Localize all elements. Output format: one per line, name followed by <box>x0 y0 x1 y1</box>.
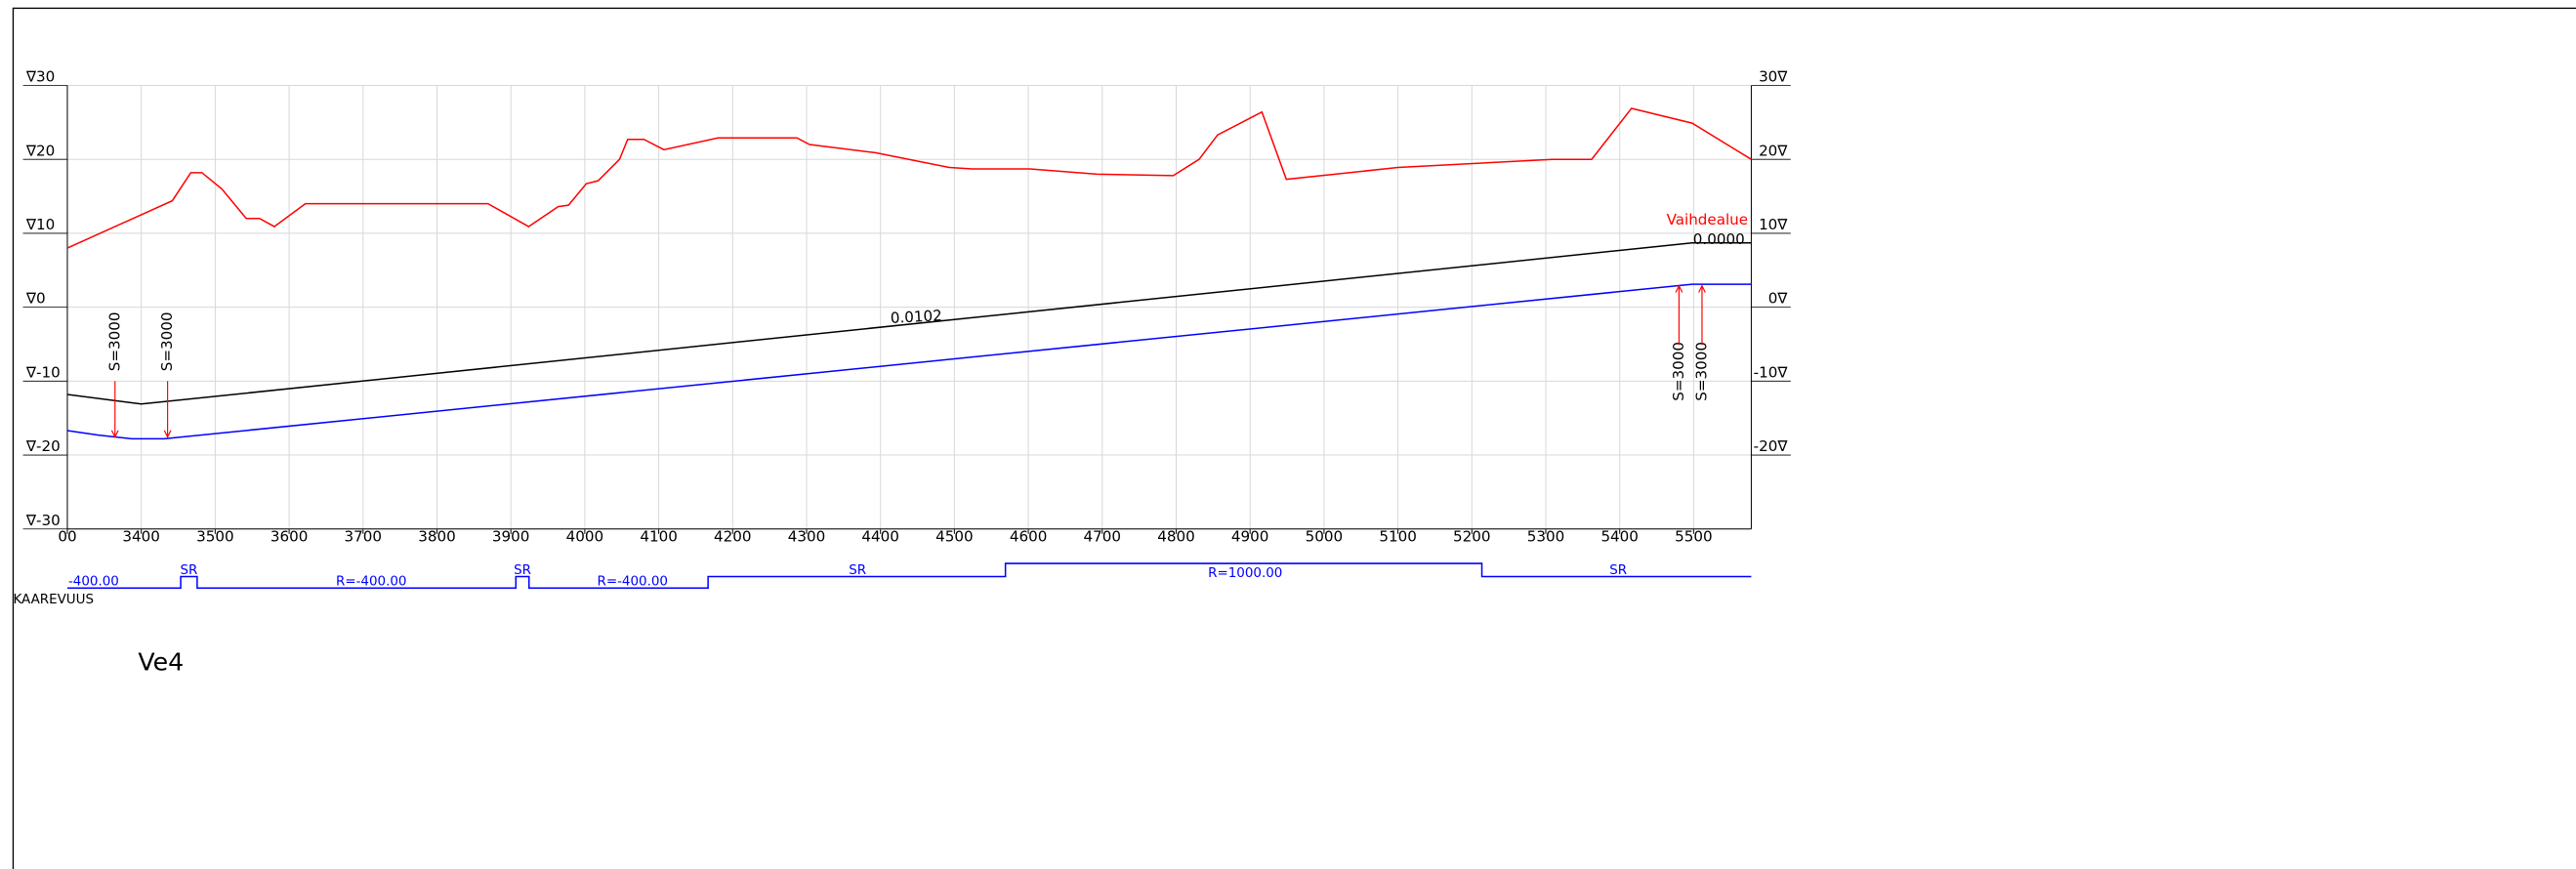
profile-line <box>66 283 1752 440</box>
curvature-text: R=1000.00 <box>1208 566 1282 581</box>
frame <box>12 7 2576 869</box>
curvature-text: R=-400.00 <box>336 575 406 590</box>
x-tick-label: 4900 <box>1231 528 1268 546</box>
x-tick-label: 4300 <box>788 528 826 546</box>
x-tick-label: 3700 <box>345 528 383 546</box>
x-tick-label: 3500 <box>196 528 234 546</box>
x-tick-label: 5200 <box>1453 528 1490 546</box>
y2-tick-label: 30∇ <box>1759 68 1788 86</box>
x-tick-label: 5100 <box>1379 528 1417 546</box>
y2-tick-label: 20∇ <box>1759 142 1788 159</box>
y-tick-label: ∇10 <box>25 216 55 233</box>
curve-label: S=3000 <box>105 311 123 371</box>
x-tick-label: 00 <box>58 528 76 546</box>
x-tick-label: 4000 <box>566 528 604 546</box>
x-tick-label: 5500 <box>1675 528 1713 546</box>
curvature-text: SR <box>1609 563 1627 578</box>
arrow-head <box>163 430 172 438</box>
curvature-text: R=-400.00 <box>597 575 667 590</box>
y-tick-label: ∇0 <box>25 290 46 308</box>
y2-tick-label: -10∇ <box>1754 363 1789 381</box>
x-tick-label: 3800 <box>418 528 455 546</box>
x-tick-label: 4800 <box>1157 528 1195 546</box>
x-tick-label: 4700 <box>1084 528 1121 546</box>
curvature-band <box>66 562 1752 590</box>
y2-tick-label: -20∇ <box>1754 437 1789 455</box>
curvature-text: SR <box>181 563 198 578</box>
grade-label: 0.0102 <box>890 307 942 327</box>
y-tick-label: ∇-20 <box>25 437 61 455</box>
grade-label: 0.0000 <box>1693 230 1745 248</box>
x-tick-label: 5400 <box>1600 528 1639 546</box>
curve-label: S=3000 <box>1692 342 1710 401</box>
zone-label: Vaihdealue <box>1667 211 1749 228</box>
y2-tick-label: 0∇ <box>1768 290 1789 308</box>
curve-label: S=3000 <box>158 311 176 371</box>
x-tick-label: 4400 <box>861 528 898 546</box>
x-tick-label: 3400 <box>122 528 160 546</box>
x-tick-label: 5000 <box>1306 528 1344 546</box>
y-tick-label: ∇-10 <box>25 363 61 381</box>
x-tick-label: 5300 <box>1527 528 1565 546</box>
x-tick-label: 4500 <box>935 528 973 546</box>
curve-label: S=3000 <box>1670 342 1687 401</box>
profile-line <box>66 107 1752 249</box>
drawing-label: Ve4 <box>138 648 184 677</box>
x-tick-label: 4600 <box>1010 528 1048 546</box>
arrow-head <box>1698 284 1706 293</box>
x-tick-label: 3900 <box>492 528 530 546</box>
y-tick-label: ∇20 <box>25 142 55 159</box>
curvature-text: SR <box>849 563 866 578</box>
arrow-head <box>110 430 119 438</box>
y2-tick-label: 10∇ <box>1759 216 1788 233</box>
arrow-head <box>1675 284 1683 293</box>
y-tick-label: ∇-30 <box>25 512 61 529</box>
curvature-label: KAAREVUUS <box>13 593 94 607</box>
curvature-text: SR <box>514 563 531 578</box>
profile-line <box>66 241 1752 405</box>
x-tick-label: 4200 <box>714 528 752 546</box>
curvature-text: -400.00 <box>68 575 119 590</box>
y-tick-label: ∇30 <box>25 68 55 86</box>
x-tick-label: 4100 <box>640 528 678 546</box>
x-tick-label: 3600 <box>270 528 309 546</box>
